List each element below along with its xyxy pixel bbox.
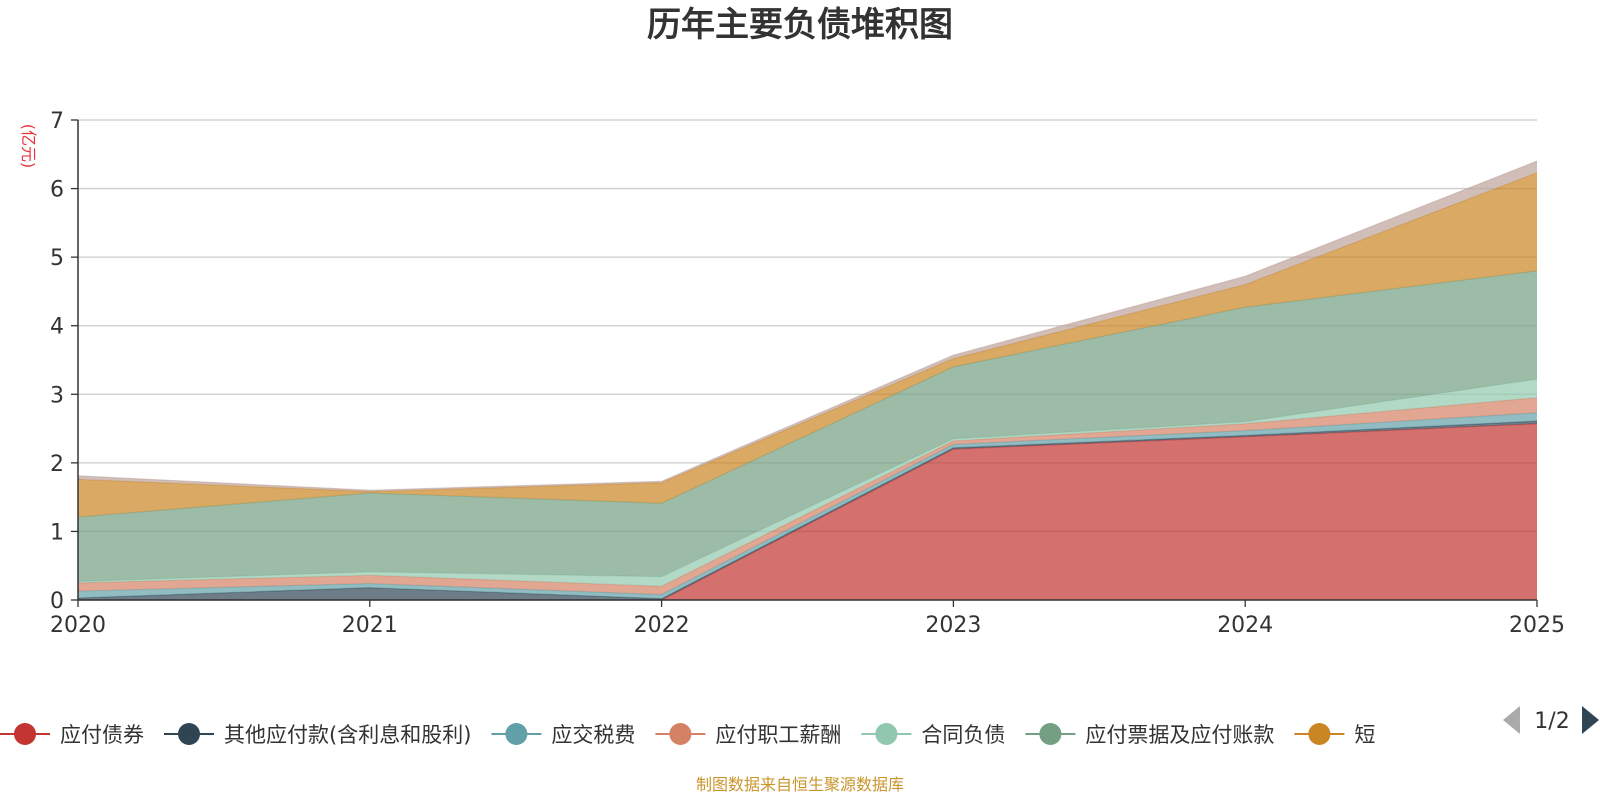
legend-pager: 1/2	[1503, 706, 1599, 734]
axes: 0 1 2 3 4 5 6 7 2020 2021 2022 2023 2024 2025	[50, 109, 1565, 638]
legend-label: 应付职工薪酬	[715, 723, 841, 747]
legend-marker-icon	[14, 723, 36, 745]
legend-item-1[interactable]: 其他应付款(含利息和股利)	[164, 723, 471, 747]
legend-label: 短	[1354, 723, 1375, 747]
y-tick-label: 6	[50, 178, 64, 203]
legend-item-3[interactable]: 应付职工薪酬	[655, 723, 841, 747]
legend-marker-icon	[1308, 723, 1331, 745]
legend-item-2[interactable]: 应交税费	[491, 723, 635, 747]
legend-marker-icon	[669, 723, 692, 745]
data-source-note: 制图数据来自恒生聚源数据库	[696, 775, 904, 794]
area-series-3	[78, 397, 1537, 595]
x-tick-label: 2024	[1217, 613, 1273, 638]
series-line-7	[77, 160, 1538, 491]
legend-next-icon[interactable]	[1582, 706, 1599, 734]
legend-items: 应付债券 其他应付款(含利息和股利) 应交税费 应付职工薪酬 合同负债 应付票据及应付账款…	[0, 723, 1375, 747]
grid-lines	[78, 119, 1537, 533]
chart-title: 历年主要负债堆积图	[647, 5, 953, 45]
legend-label: 其他应付款(含利息和股利)	[224, 723, 471, 747]
y-tick-label: 3	[50, 383, 64, 408]
y-tick-label: 2	[50, 452, 64, 477]
legend-label: 合同负债	[921, 723, 1005, 747]
y-tick-label: 1	[50, 520, 64, 545]
legend: 应付债券 其他应付款(含利息和股利) 应交税费 应付职工薪酬 合同负债 应付票据及应付账款…	[0, 723, 1375, 747]
legend-item-5[interactable]: 应付票据及应付账款	[1025, 723, 1274, 747]
y-tick-label: 7	[50, 109, 64, 134]
legend-marker-icon	[178, 723, 200, 745]
x-tick-label: 2023	[925, 613, 981, 638]
legend-label: 应付债券	[60, 723, 144, 747]
legend-marker-icon	[875, 723, 898, 745]
legend-prev-icon[interactable]	[1503, 706, 1520, 734]
legend-item-6[interactable]: 短	[1294, 723, 1375, 747]
area-series-5	[78, 270, 1537, 582]
y-axis-unit-label: (亿元)	[19, 124, 38, 169]
y-tick-label: 4	[50, 315, 64, 340]
area-series-0	[78, 423, 1537, 600]
legend-page-indicator: 1/2	[1534, 709, 1569, 734]
legend-marker-icon	[1039, 723, 1062, 745]
legend-item-0[interactable]: 应付债券	[0, 723, 144, 747]
x-tick-label: 2025	[1509, 613, 1565, 638]
x-tick-label: 2021	[342, 613, 398, 638]
legend-marker-icon	[505, 723, 528, 745]
legend-item-4[interactable]: 合同负债	[861, 723, 1005, 747]
legend-label: 应交税费	[551, 723, 635, 747]
x-tick-label: 2022	[634, 613, 690, 638]
legend-label: 应付票据及应付账款	[1085, 723, 1274, 747]
y-tick-label: 0	[50, 589, 64, 614]
x-tick-label: 2020	[50, 613, 106, 638]
y-tick-label: 5	[50, 246, 64, 271]
area-series-group	[77, 160, 1538, 601]
